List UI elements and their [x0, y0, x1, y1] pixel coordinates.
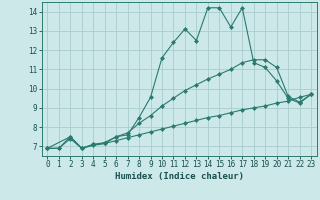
X-axis label: Humidex (Indice chaleur): Humidex (Indice chaleur) [115, 172, 244, 181]
